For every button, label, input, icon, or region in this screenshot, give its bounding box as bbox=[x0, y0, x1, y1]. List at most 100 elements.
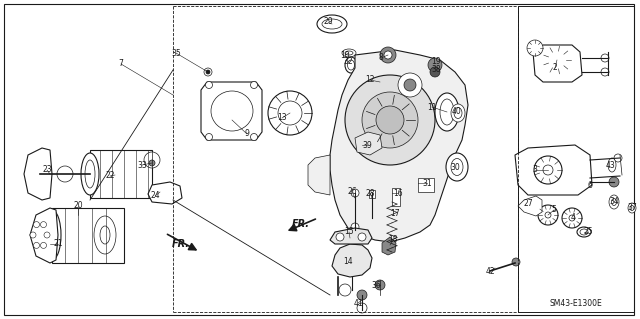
Text: 13: 13 bbox=[277, 114, 287, 122]
Circle shape bbox=[268, 91, 312, 135]
Circle shape bbox=[278, 101, 302, 125]
Circle shape bbox=[351, 223, 359, 231]
Circle shape bbox=[428, 58, 442, 72]
Text: 25: 25 bbox=[583, 227, 593, 236]
Circle shape bbox=[512, 258, 520, 266]
Circle shape bbox=[357, 290, 367, 300]
Ellipse shape bbox=[451, 104, 465, 122]
Text: 3: 3 bbox=[532, 166, 538, 174]
Ellipse shape bbox=[211, 91, 253, 131]
Text: 6: 6 bbox=[588, 181, 593, 189]
Text: 37: 37 bbox=[627, 204, 637, 212]
Text: 42: 42 bbox=[485, 266, 495, 276]
Text: 18: 18 bbox=[388, 235, 397, 244]
Ellipse shape bbox=[317, 15, 347, 33]
Circle shape bbox=[351, 189, 359, 197]
Polygon shape bbox=[355, 132, 382, 155]
Bar bbox=[369, 190, 375, 198]
Circle shape bbox=[538, 205, 558, 225]
Text: 41: 41 bbox=[353, 299, 363, 308]
Polygon shape bbox=[332, 244, 372, 277]
Circle shape bbox=[144, 152, 160, 168]
Ellipse shape bbox=[81, 153, 99, 195]
Text: 19: 19 bbox=[431, 57, 441, 66]
Text: FR.: FR. bbox=[172, 239, 190, 249]
Ellipse shape bbox=[630, 205, 634, 211]
Text: 23: 23 bbox=[42, 166, 52, 174]
Text: 22: 22 bbox=[105, 172, 115, 181]
Text: 12: 12 bbox=[365, 76, 375, 85]
Text: 38: 38 bbox=[431, 65, 441, 75]
Text: 28: 28 bbox=[365, 189, 375, 197]
Polygon shape bbox=[518, 196, 542, 216]
Circle shape bbox=[30, 232, 36, 238]
Ellipse shape bbox=[440, 99, 454, 125]
Circle shape bbox=[339, 284, 351, 296]
Text: 40: 40 bbox=[451, 108, 461, 116]
Ellipse shape bbox=[85, 160, 95, 188]
Circle shape bbox=[545, 212, 551, 218]
Polygon shape bbox=[30, 208, 58, 263]
Polygon shape bbox=[515, 145, 592, 195]
Ellipse shape bbox=[609, 195, 619, 209]
Circle shape bbox=[44, 232, 50, 238]
Ellipse shape bbox=[322, 19, 342, 29]
Circle shape bbox=[543, 46, 571, 74]
Text: 27: 27 bbox=[523, 199, 533, 209]
Circle shape bbox=[569, 215, 575, 221]
Circle shape bbox=[543, 165, 553, 175]
Circle shape bbox=[250, 81, 257, 88]
Circle shape bbox=[527, 40, 543, 56]
Circle shape bbox=[336, 233, 344, 241]
Ellipse shape bbox=[348, 60, 355, 70]
Polygon shape bbox=[308, 155, 330, 195]
Circle shape bbox=[404, 79, 416, 91]
Circle shape bbox=[205, 133, 212, 140]
Ellipse shape bbox=[47, 219, 57, 251]
Text: 24: 24 bbox=[150, 191, 160, 201]
Text: 32: 32 bbox=[343, 57, 353, 66]
Circle shape bbox=[552, 55, 562, 65]
Text: 2: 2 bbox=[552, 63, 557, 72]
Polygon shape bbox=[201, 82, 262, 140]
Text: 33: 33 bbox=[137, 160, 147, 169]
Circle shape bbox=[33, 222, 40, 228]
Ellipse shape bbox=[100, 226, 110, 244]
Text: 31: 31 bbox=[422, 179, 432, 188]
Ellipse shape bbox=[446, 153, 468, 181]
Circle shape bbox=[40, 222, 47, 228]
Bar bbox=[518, 6, 634, 312]
Bar bbox=[392, 188, 400, 206]
Circle shape bbox=[601, 68, 609, 76]
Text: 43: 43 bbox=[606, 160, 616, 169]
Text: 21: 21 bbox=[53, 240, 63, 249]
Circle shape bbox=[375, 280, 385, 290]
Circle shape bbox=[614, 154, 622, 162]
Circle shape bbox=[430, 67, 440, 77]
Ellipse shape bbox=[345, 57, 357, 73]
Text: 35: 35 bbox=[171, 48, 181, 57]
Bar bbox=[90, 150, 152, 198]
Circle shape bbox=[376, 106, 404, 134]
Text: FR.: FR. bbox=[292, 219, 310, 229]
Text: 16: 16 bbox=[393, 189, 403, 197]
Polygon shape bbox=[533, 45, 582, 82]
Text: 30: 30 bbox=[450, 164, 460, 173]
Ellipse shape bbox=[435, 93, 459, 131]
Circle shape bbox=[149, 160, 155, 166]
Circle shape bbox=[384, 51, 392, 59]
Circle shape bbox=[345, 75, 435, 165]
Text: 14: 14 bbox=[343, 257, 353, 266]
Ellipse shape bbox=[608, 158, 616, 172]
Circle shape bbox=[398, 73, 422, 97]
Text: SM43-E1300E: SM43-E1300E bbox=[550, 300, 602, 308]
Ellipse shape bbox=[94, 216, 116, 254]
Text: 26: 26 bbox=[347, 188, 357, 197]
Ellipse shape bbox=[580, 229, 588, 235]
Text: 9: 9 bbox=[244, 130, 250, 138]
Polygon shape bbox=[24, 148, 52, 200]
Ellipse shape bbox=[451, 159, 463, 175]
Circle shape bbox=[206, 70, 210, 74]
Circle shape bbox=[534, 156, 562, 184]
Text: 34: 34 bbox=[609, 197, 619, 206]
